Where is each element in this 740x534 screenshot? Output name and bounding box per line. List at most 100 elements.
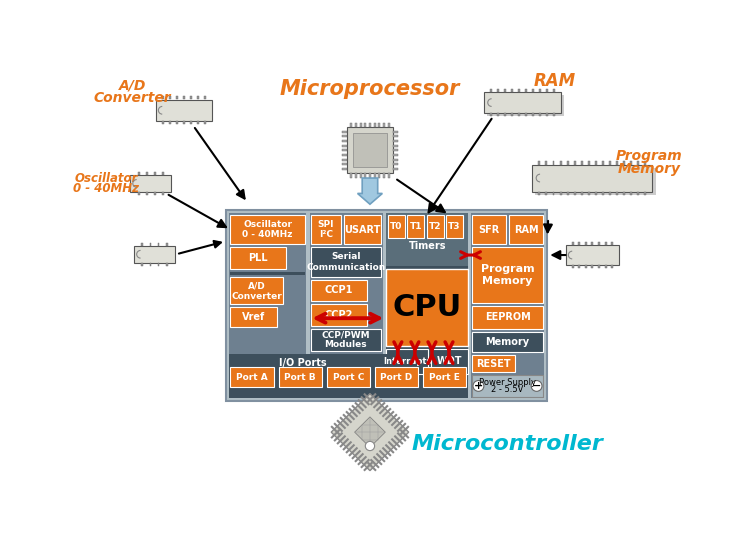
Bar [229,214,306,398]
Bar [407,215,424,238]
Bar [630,192,632,194]
Bar [393,150,398,151]
Text: Oscillator: Oscillator [75,171,138,185]
Bar [472,247,542,303]
Bar [393,140,398,142]
Bar [169,121,171,124]
Bar [388,215,405,238]
Bar [197,97,199,99]
Bar [525,113,527,116]
Bar [383,174,385,178]
Bar [230,215,305,244]
Bar [545,161,548,164]
Bar [509,215,542,244]
Bar [616,161,618,164]
Bar [546,113,548,116]
Bar [490,113,492,116]
Bar [355,174,357,178]
Text: A/D: A/D [119,78,147,92]
Bar [611,242,613,245]
Bar [511,89,513,92]
Polygon shape [354,417,386,447]
Text: Memory: Memory [485,337,530,347]
Bar [616,192,618,194]
Bar [539,113,541,116]
Text: Port E: Port E [429,373,460,382]
Bar [311,215,340,244]
Bar [311,247,381,277]
Bar [149,263,152,266]
Bar [146,192,147,195]
Bar [138,172,140,175]
Bar [623,161,625,164]
Bar [574,161,576,164]
Bar [553,192,554,194]
Bar [342,145,347,147]
Text: Port A: Port A [236,373,268,382]
Bar [588,192,590,194]
Bar [566,245,619,265]
Text: SPI
I²C: SPI I²C [317,220,334,239]
Bar [605,242,607,245]
Bar [162,97,164,99]
Bar [135,246,175,263]
Bar [374,174,376,178]
Bar [388,174,389,178]
Bar [342,136,347,137]
Bar [490,89,492,92]
Bar [591,265,593,268]
Bar [393,136,398,137]
Bar [581,161,582,164]
Bar [383,123,385,127]
Bar [446,215,463,238]
Text: +: + [474,381,483,391]
Bar [581,192,582,194]
Bar [484,92,562,113]
Bar [183,121,185,124]
Bar [146,172,147,175]
Bar [598,265,600,268]
Bar [611,265,613,268]
Bar [364,174,366,178]
Bar [426,215,443,238]
Bar [393,159,398,161]
Bar [578,265,580,268]
Bar [554,113,555,116]
Text: Port D: Port D [380,373,412,382]
Bar [574,192,576,194]
Bar [591,242,593,245]
Bar [567,161,568,164]
Bar [518,113,520,116]
Bar [637,192,639,194]
Bar [511,113,513,116]
Bar [278,367,322,388]
Bar [158,263,160,266]
Bar [369,123,371,127]
Bar [393,154,398,156]
Bar [532,113,534,116]
Bar [472,215,506,244]
Bar [156,99,212,121]
Bar [546,89,548,92]
Bar [609,161,611,164]
Bar [190,121,192,124]
Bar [472,375,542,397]
Text: RESET: RESET [477,359,511,368]
Bar [393,145,398,147]
Bar [353,134,387,167]
Bar [393,131,398,133]
Text: Serial
Communication: Serial Communication [306,252,386,272]
Bar [149,243,152,246]
Text: CCP/PWM
Modules: CCP/PWM Modules [322,330,370,349]
Bar [204,121,206,124]
Bar [176,121,178,124]
Bar [559,161,562,164]
Bar [360,174,362,178]
Bar [229,354,391,398]
Bar [559,192,562,194]
Bar [595,161,597,164]
Bar [532,89,534,92]
Text: 0 - 40MHz: 0 - 40MHz [73,182,139,195]
Bar [645,161,646,164]
Bar [138,192,140,195]
